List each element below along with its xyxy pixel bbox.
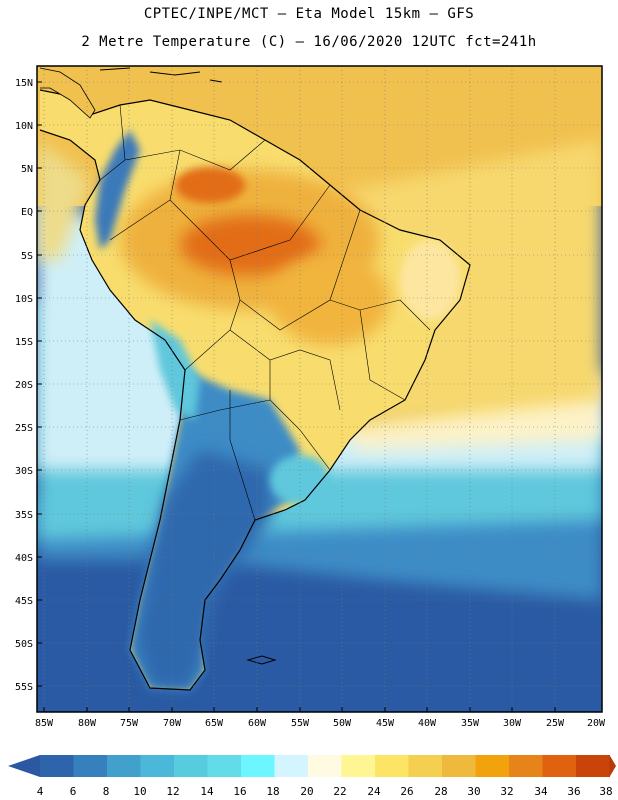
longitude-axis: 85W 80W 75W 70W 65W 60W 55W 50W 45W 40W …: [35, 718, 606, 729]
lon-label: 30W: [503, 718, 522, 729]
lon-label: 60W: [248, 718, 267, 729]
lat-label: 40S: [15, 553, 33, 564]
colorbar-swatch: [542, 755, 577, 777]
colorbar-swatch: [40, 755, 74, 777]
colorbar-label: 6: [70, 785, 77, 798]
uruguay-cyan: [270, 455, 330, 505]
lon-label: 75W: [120, 718, 139, 729]
colorbar-label: 26: [400, 785, 413, 798]
lon-label: 80W: [78, 718, 97, 729]
colorbar-swatch: [375, 755, 409, 777]
colorbar-label: 28: [434, 785, 447, 798]
map-gridlines: [37, 66, 602, 712]
lon-label: 55W: [291, 718, 310, 729]
falkland-islands: [246, 655, 277, 665]
lat-label: 35S: [15, 510, 33, 521]
colorbar-label: 38: [599, 785, 612, 798]
lat-label: 15N: [15, 78, 33, 89]
colorbar-swatch: [308, 755, 342, 777]
amazon-hot-core: [180, 215, 320, 275]
lat-label: 30S: [15, 466, 33, 477]
lat-label: 20S: [15, 380, 33, 391]
colorbar-swatch: [140, 755, 175, 777]
lon-label: 65W: [205, 718, 224, 729]
lat-label: 10N: [15, 121, 33, 132]
colorbar-swatch: [408, 755, 443, 777]
map-frame: [36, 65, 603, 713]
colorbar-swatch: [241, 755, 275, 777]
colorbar-swatch: [442, 755, 476, 777]
latitude-axis: 15N 10N 5N EQ 5S 10S 15S 20S 25S 30S 35S…: [15, 78, 33, 693]
lon-label: 70W: [163, 718, 182, 729]
ocean-band-pacific: [37, 140, 90, 260]
lon-label: 50W: [333, 718, 352, 729]
map-title-line-2: 2 Metre Temperature (C) – 16/06/2020 12U…: [81, 34, 537, 50]
altiplano-cyan: [150, 320, 200, 420]
colorbar-label: 8: [103, 785, 110, 798]
colorbar-label: 34: [534, 785, 548, 798]
venezuela-hot-zone: [175, 167, 245, 203]
caribbean-islands: [99, 67, 223, 83]
colorbar-label: 4: [37, 785, 44, 798]
temperature-colorbar: [8, 755, 616, 777]
colorbar-label: 10: [133, 785, 146, 798]
northeast-yellow: [400, 240, 460, 320]
lat-label: 5S: [21, 251, 33, 262]
lat-label: 5N: [21, 164, 33, 175]
colorbar-over-arrow: [609, 755, 616, 777]
lat-label: 25S: [15, 423, 33, 434]
colorbar-label: 18: [266, 785, 279, 798]
colorbar-label: 14: [200, 785, 214, 798]
central-america: [39, 67, 96, 119]
colorbar-under-arrow: [8, 755, 40, 777]
colorbar-swatch: [207, 755, 242, 777]
colorbar-swatch: [341, 755, 376, 777]
lon-label: 20W: [587, 718, 606, 729]
colorbar-label: 32: [500, 785, 513, 798]
colorbar-label: 16: [233, 785, 246, 798]
patagonia-cold: [135, 450, 270, 690]
lon-label: 25W: [546, 718, 565, 729]
map-title-line-1: CPTEC/INPE/MCT – Eta Model 15km – GFS: [143, 6, 475, 22]
colorbar-label: 20: [300, 785, 313, 798]
colorbar-label: 24: [367, 785, 381, 798]
map-field: [37, 66, 602, 712]
colorbar-label: 36: [567, 785, 580, 798]
colorbar-swatch: [73, 755, 108, 777]
lat-label: 15S: [15, 337, 33, 348]
lat-label: 10S: [15, 294, 33, 305]
colorbar-label: 12: [166, 785, 179, 798]
south-america-coastline: [39, 89, 471, 691]
colorbar-label: 22: [333, 785, 346, 798]
lat-label: 55S: [15, 682, 33, 693]
colorbar-swatch: [576, 755, 610, 777]
colorbar-label: 30: [467, 785, 480, 798]
colorbar-swatch: [509, 755, 543, 777]
colorbar-swatch: [174, 755, 208, 777]
colorbar-swatch: [107, 755, 141, 777]
colorbar-labels: 4 6 8 10 12 14 16 18 20 22 24 26 28 30 3…: [37, 785, 613, 798]
lon-label: 85W: [35, 718, 54, 729]
lon-label: 35W: [461, 718, 480, 729]
lat-label: 50S: [15, 639, 33, 650]
colorbar-swatch: [475, 755, 510, 777]
lon-label: 45W: [376, 718, 395, 729]
lat-label: EQ: [21, 207, 33, 218]
lon-label: 40W: [418, 718, 437, 729]
colorbar-swatch: [274, 755, 309, 777]
andes-cold-strip: [95, 130, 140, 250]
lat-label: 45S: [15, 596, 33, 607]
